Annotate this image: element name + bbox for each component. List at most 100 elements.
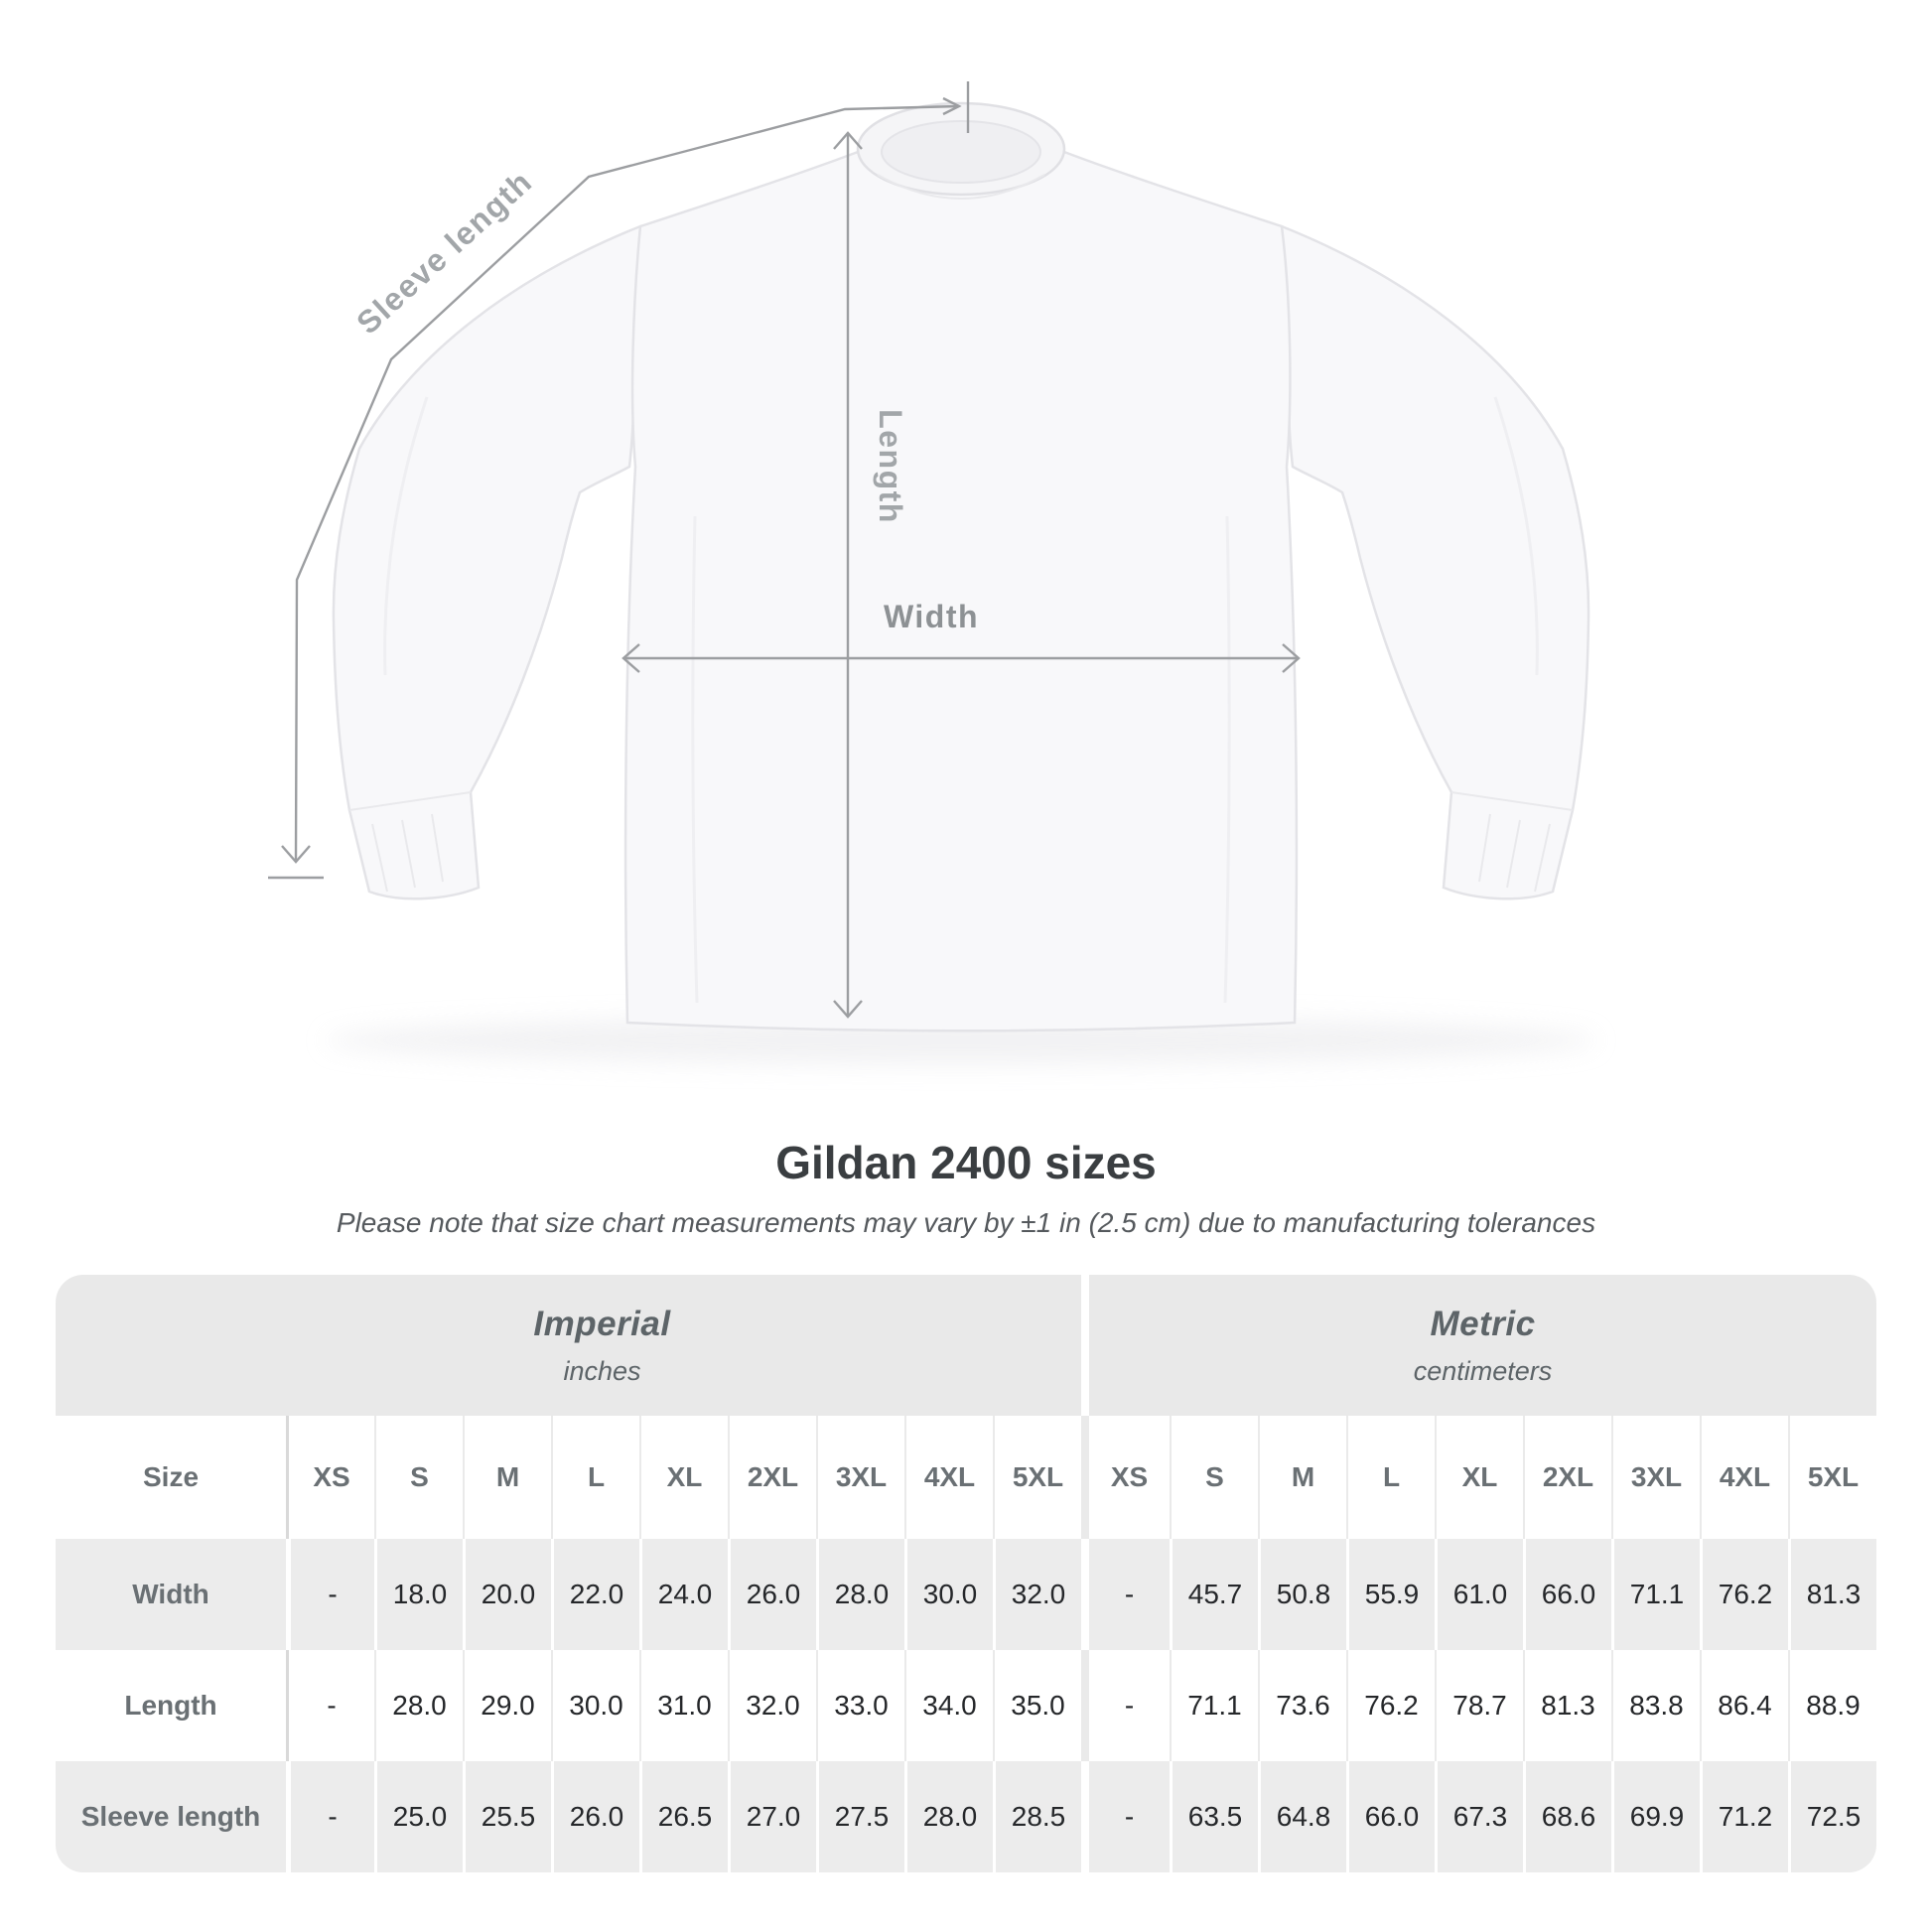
left-cuff-seam [348, 791, 472, 811]
table-cell: 86.4 [1700, 1650, 1788, 1761]
size-chart-section: Imperial inches Metric centimeters Size … [56, 1275, 1876, 1872]
fold-line [383, 396, 429, 676]
shirt-body [623, 147, 1299, 1033]
table-cell: 30.0 [551, 1650, 639, 1761]
table-cell: 28.0 [904, 1761, 993, 1872]
row-label: Width [56, 1539, 286, 1650]
row-label: Length [56, 1650, 286, 1761]
table-cell: 35.0 [993, 1650, 1081, 1761]
table-cell: 68.6 [1523, 1761, 1611, 1872]
table-cell: 76.2 [1700, 1539, 1788, 1650]
table-cell: - [286, 1650, 374, 1761]
shirt-diagram-svg: Sleeve length Length Width [268, 81, 1596, 1064]
table-cell: 32.0 [993, 1539, 1081, 1650]
imperial-group-unit: inches [563, 1355, 641, 1386]
table-cell: 76.2 [1346, 1650, 1435, 1761]
metric-group-unit: centimeters [1413, 1355, 1553, 1386]
length-label: Length [873, 409, 908, 524]
size-chart-table: Imperial inches Metric centimeters Size … [56, 1275, 1876, 1872]
width-measure: Width [621, 599, 1301, 673]
size-col-header: 2XL [728, 1416, 816, 1539]
size-header-row: Size XS S M L XL 2XL 3XL 4XL 5XL XS S M … [56, 1416, 1876, 1539]
table-cell: 20.0 [463, 1539, 551, 1650]
table-cell: 34.0 [904, 1650, 993, 1761]
table-cell: 71.1 [1170, 1650, 1258, 1761]
table-cell: 27.0 [728, 1761, 816, 1872]
table-cell: 83.8 [1611, 1650, 1700, 1761]
table-cell: - [286, 1539, 374, 1650]
unit-group-header-row: Imperial inches Metric centimeters [56, 1275, 1876, 1416]
size-col-header: 5XL [993, 1416, 1081, 1539]
size-col-header: M [463, 1416, 551, 1539]
table-cell: 61.0 [1435, 1539, 1523, 1650]
table-row-length: Length - 28.0 29.0 30.0 31.0 32.0 33.0 3… [56, 1650, 1876, 1761]
size-col-header: XL [639, 1416, 728, 1539]
table-cell: - [286, 1761, 374, 1872]
size-col-header: L [1346, 1416, 1435, 1539]
length-measure: Length [833, 131, 908, 1019]
size-header-cell: Size [56, 1416, 286, 1539]
size-col-header: L [551, 1416, 639, 1539]
fold-line [1493, 396, 1539, 676]
table-cell: 71.1 [1611, 1539, 1700, 1650]
table-cell: 88.9 [1788, 1650, 1876, 1761]
shirt-right-sleeve [1280, 224, 1590, 900]
table-cell: 63.5 [1170, 1761, 1258, 1872]
right-cuff-ribs [1478, 813, 1551, 893]
table-cell: 73.6 [1258, 1650, 1346, 1761]
table-cell: 32.0 [728, 1650, 816, 1761]
shirt-shadow [326, 1017, 1596, 1064]
table-cell: 28.5 [993, 1761, 1081, 1872]
table-cell: 28.0 [816, 1539, 904, 1650]
table-cell: 45.7 [1170, 1539, 1258, 1650]
table-cell: 33.0 [816, 1650, 904, 1761]
size-col-header: 3XL [1611, 1416, 1700, 1539]
table-cell: 55.9 [1346, 1539, 1435, 1650]
fold-line [1223, 515, 1231, 1004]
shirt-left-sleeve [332, 224, 642, 900]
table-cell: 69.9 [1611, 1761, 1700, 1872]
table-row-width: Width - 18.0 20.0 22.0 24.0 26.0 28.0 30… [56, 1539, 1876, 1650]
metric-group-header: Metric centimeters [1081, 1275, 1876, 1416]
table-cell: 24.0 [639, 1539, 728, 1650]
neck-stitch [877, 174, 1045, 200]
table-cell: 29.0 [463, 1650, 551, 1761]
row-label: Sleeve length [56, 1761, 286, 1872]
table-cell: - [1081, 1650, 1170, 1761]
size-col-header: 4XL [904, 1416, 993, 1539]
shirt-measurement-diagram: Sleeve length Length Width [268, 81, 1596, 1064]
fold-line [691, 515, 699, 1004]
table-cell: 78.7 [1435, 1650, 1523, 1761]
table-cell: 67.3 [1435, 1761, 1523, 1872]
size-col-header: XS [1081, 1416, 1170, 1539]
table-cell: 30.0 [904, 1539, 993, 1650]
table-cell: 66.0 [1523, 1539, 1611, 1650]
metric-group-title: Metric [1430, 1304, 1536, 1343]
table-cell: - [1081, 1761, 1170, 1872]
size-col-header: XS [286, 1416, 374, 1539]
table-cell: 71.2 [1700, 1761, 1788, 1872]
table-cell: 31.0 [639, 1650, 728, 1761]
table-cell: - [1081, 1539, 1170, 1650]
left-cuff-ribs [371, 813, 444, 893]
table-cell: 27.5 [816, 1761, 904, 1872]
imperial-group-header: Imperial inches [56, 1275, 1081, 1416]
width-label: Width [884, 599, 979, 634]
tolerance-note: Please note that size chart measurements… [336, 1207, 1596, 1238]
size-col-header: 4XL [1700, 1416, 1788, 1539]
page-title: Gildan 2400 sizes [775, 1137, 1157, 1188]
right-cuff-seam [1450, 791, 1574, 811]
table-cell: 64.8 [1258, 1761, 1346, 1872]
table-cell: 26.5 [639, 1761, 728, 1872]
table-cell: 25.0 [374, 1761, 463, 1872]
size-col-header: XL [1435, 1416, 1523, 1539]
table-cell: 50.8 [1258, 1539, 1346, 1650]
table-cell: 26.0 [728, 1539, 816, 1650]
imperial-group-title: Imperial [533, 1304, 671, 1343]
collar-inner [881, 120, 1041, 184]
size-col-header: S [1170, 1416, 1258, 1539]
table-cell: 81.3 [1523, 1650, 1611, 1761]
table-row-sleeve-length: Sleeve length - 25.0 25.5 26.0 26.5 27.0… [56, 1761, 1876, 1872]
size-col-header: M [1258, 1416, 1346, 1539]
table-cell: 25.5 [463, 1761, 551, 1872]
